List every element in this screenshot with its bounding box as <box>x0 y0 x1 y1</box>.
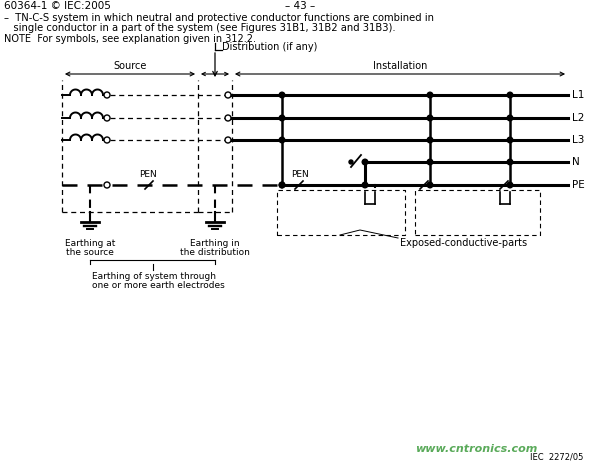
Text: PE: PE <box>572 180 585 190</box>
Circle shape <box>362 159 368 165</box>
Circle shape <box>279 137 285 143</box>
Circle shape <box>279 92 285 98</box>
Circle shape <box>104 137 110 143</box>
Circle shape <box>279 115 285 121</box>
Circle shape <box>225 115 231 121</box>
Circle shape <box>349 160 353 164</box>
Circle shape <box>427 137 433 143</box>
Circle shape <box>427 92 433 98</box>
Text: one or more earth electrodes: one or more earth electrodes <box>92 281 225 290</box>
Text: Installation: Installation <box>373 61 427 71</box>
Circle shape <box>427 115 433 121</box>
Text: Exposed-conductive-parts: Exposed-conductive-parts <box>400 238 527 248</box>
Text: Earthing of system through: Earthing of system through <box>92 272 217 281</box>
Text: the distribution: the distribution <box>180 248 250 257</box>
Circle shape <box>104 182 110 188</box>
Circle shape <box>507 92 513 98</box>
Circle shape <box>279 182 285 188</box>
Text: the source: the source <box>66 248 114 257</box>
Circle shape <box>104 92 110 98</box>
Text: PEN: PEN <box>139 170 157 179</box>
Circle shape <box>507 159 513 165</box>
Text: single conductor in a part of the system (see Figures 31B1, 31B2 and 31B3).: single conductor in a part of the system… <box>4 23 395 33</box>
Text: Distribution (if any): Distribution (if any) <box>222 42 317 52</box>
Text: Source: Source <box>113 61 146 71</box>
Text: PEN: PEN <box>291 170 309 179</box>
Text: – 43 –: – 43 – <box>285 1 315 11</box>
Text: N: N <box>572 157 580 167</box>
Circle shape <box>507 182 513 188</box>
Text: IEC  2272/05: IEC 2272/05 <box>530 453 583 462</box>
Text: L3: L3 <box>572 135 584 145</box>
Text: NOTE  For symbols, see explanation given in 312.2.: NOTE For symbols, see explanation given … <box>4 34 256 44</box>
Circle shape <box>225 137 231 143</box>
Circle shape <box>279 182 285 188</box>
Text: –  TN-C-S system in which neutral and protective conductor functions are combine: – TN-C-S system in which neutral and pro… <box>4 13 434 23</box>
Circle shape <box>225 92 231 98</box>
Circle shape <box>507 137 513 143</box>
Text: Earthing at: Earthing at <box>65 239 115 248</box>
Text: Earthing in: Earthing in <box>190 239 240 248</box>
Circle shape <box>427 182 433 188</box>
Text: 60364-1 © IEC:2005: 60364-1 © IEC:2005 <box>4 1 111 11</box>
Text: www.cntronics.com: www.cntronics.com <box>415 444 538 454</box>
Circle shape <box>362 182 368 188</box>
Circle shape <box>104 115 110 121</box>
Text: L2: L2 <box>572 113 584 123</box>
Circle shape <box>507 115 513 121</box>
Text: L1: L1 <box>572 90 584 100</box>
Circle shape <box>427 159 433 165</box>
